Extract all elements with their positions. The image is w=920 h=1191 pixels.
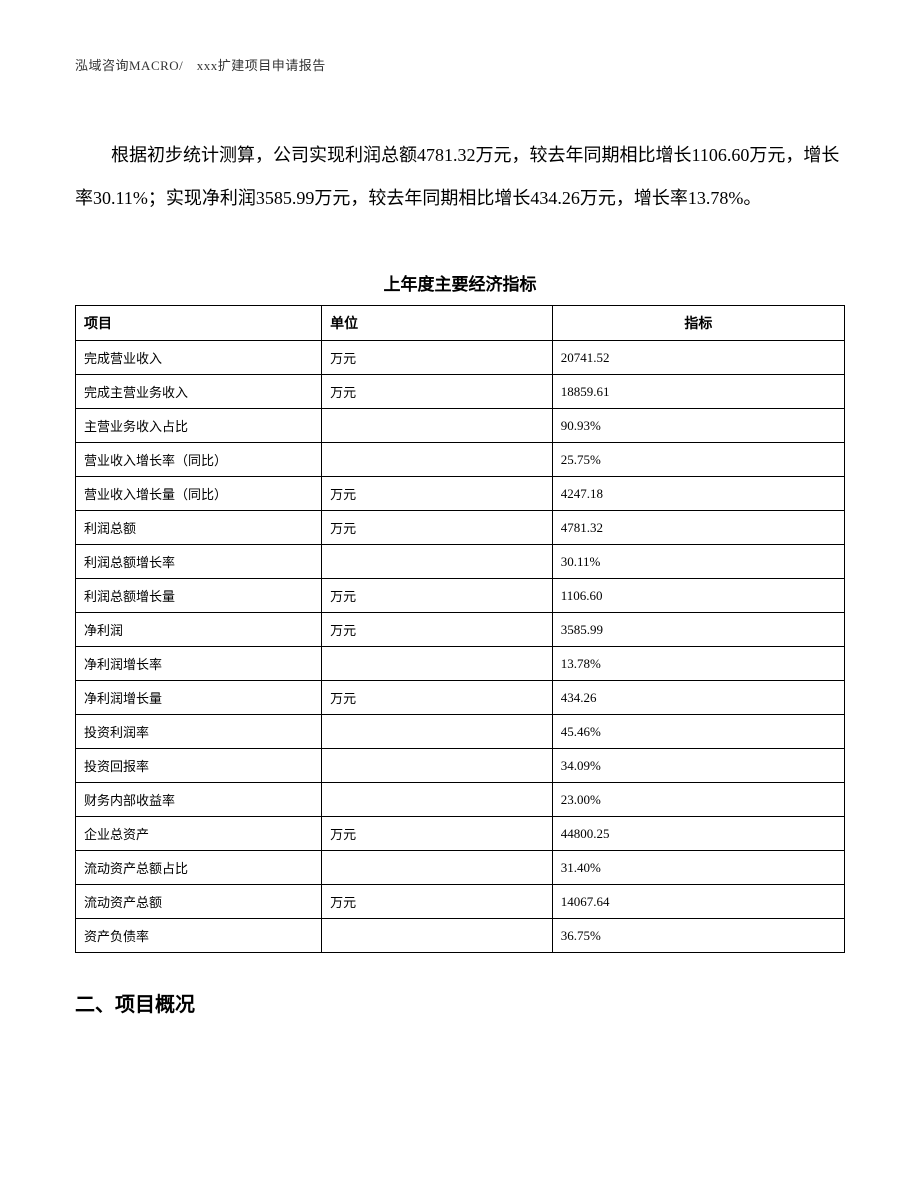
column-header-indicator: 指标 (552, 306, 844, 341)
column-header-unit: 单位 (322, 306, 553, 341)
cell-value: 14067.64 (552, 885, 844, 919)
cell-item: 企业总资产 (76, 817, 322, 851)
cell-value: 30.11% (552, 545, 844, 579)
cell-value: 90.93% (552, 409, 844, 443)
cell-item: 资产负债率 (76, 919, 322, 953)
cell-item: 净利润增长率 (76, 647, 322, 681)
cell-item: 主营业务收入占比 (76, 409, 322, 443)
cell-unit: 万元 (322, 375, 553, 409)
cell-item: 营业收入增长量（同比） (76, 477, 322, 511)
cell-value: 34.09% (552, 749, 844, 783)
cell-item: 投资回报率 (76, 749, 322, 783)
table-body: 完成营业收入 万元 20741.52 完成主营业务收入 万元 18859.61 … (76, 341, 845, 953)
table-row: 完成营业收入 万元 20741.52 (76, 341, 845, 375)
cell-unit (322, 919, 553, 953)
cell-unit: 万元 (322, 681, 553, 715)
cell-value: 1106.60 (552, 579, 844, 613)
cell-item: 流动资产总额 (76, 885, 322, 919)
cell-item: 流动资产总额占比 (76, 851, 322, 885)
cell-unit (322, 545, 553, 579)
cell-unit (322, 409, 553, 443)
cell-value: 3585.99 (552, 613, 844, 647)
cell-item: 净利润增长量 (76, 681, 322, 715)
cell-item: 完成主营业务收入 (76, 375, 322, 409)
table-row: 营业收入增长率（同比） 25.75% (76, 443, 845, 477)
cell-unit (322, 749, 553, 783)
cell-value: 434.26 (552, 681, 844, 715)
cell-unit: 万元 (322, 477, 553, 511)
cell-item: 利润总额增长率 (76, 545, 322, 579)
cell-unit: 万元 (322, 817, 553, 851)
cell-item: 利润总额增长量 (76, 579, 322, 613)
cell-unit (322, 715, 553, 749)
table-row: 主营业务收入占比 90.93% (76, 409, 845, 443)
cell-value: 18859.61 (552, 375, 844, 409)
cell-unit (322, 647, 553, 681)
cell-value: 31.40% (552, 851, 844, 885)
cell-unit: 万元 (322, 341, 553, 375)
cell-item: 完成营业收入 (76, 341, 322, 375)
economic-indicators-table: 项目 单位 指标 完成营业收入 万元 20741.52 完成主营业务收入 万元 … (75, 305, 845, 953)
table-row: 净利润增长率 13.78% (76, 647, 845, 681)
column-header-item: 项目 (76, 306, 322, 341)
table-row: 营业收入增长量（同比） 万元 4247.18 (76, 477, 845, 511)
cell-value: 23.00% (552, 783, 844, 817)
table-row: 投资利润率 45.46% (76, 715, 845, 749)
cell-value: 36.75% (552, 919, 844, 953)
cell-item: 净利润 (76, 613, 322, 647)
cell-item: 营业收入增长率（同比） (76, 443, 322, 477)
cell-item: 利润总额 (76, 511, 322, 545)
cell-item: 投资利润率 (76, 715, 322, 749)
cell-unit: 万元 (322, 613, 553, 647)
table-row: 投资回报率 34.09% (76, 749, 845, 783)
cell-value: 4781.32 (552, 511, 844, 545)
cell-unit: 万元 (322, 885, 553, 919)
section-heading: 二、项目概况 (75, 988, 845, 1017)
cell-value: 25.75% (552, 443, 844, 477)
cell-value: 20741.52 (552, 341, 844, 375)
table-row: 财务内部收益率 23.00% (76, 783, 845, 817)
table-row: 资产负债率 36.75% (76, 919, 845, 953)
table-row: 企业总资产 万元 44800.25 (76, 817, 845, 851)
page-container: 泓域咨询MACRO/ xxx扩建项目申请报告 根据初步统计测算，公司实现利润总额… (0, 0, 920, 1017)
cell-value: 4247.18 (552, 477, 844, 511)
cell-unit (322, 783, 553, 817)
table-row: 净利润增长量 万元 434.26 (76, 681, 845, 715)
table-row: 利润总额 万元 4781.32 (76, 511, 845, 545)
cell-unit (322, 851, 553, 885)
table-row: 利润总额增长率 30.11% (76, 545, 845, 579)
cell-item: 财务内部收益率 (76, 783, 322, 817)
body-paragraph: 根据初步统计测算，公司实现利润总额4781.32万元，较去年同期相比增长1106… (75, 134, 845, 220)
table-row: 净利润 万元 3585.99 (76, 613, 845, 647)
cell-value: 13.78% (552, 647, 844, 681)
table-row: 利润总额增长量 万元 1106.60 (76, 579, 845, 613)
table-row: 流动资产总额占比 31.40% (76, 851, 845, 885)
table-row: 完成主营业务收入 万元 18859.61 (76, 375, 845, 409)
cell-value: 45.46% (552, 715, 844, 749)
table-header-row: 项目 单位 指标 (76, 306, 845, 341)
cell-unit: 万元 (322, 511, 553, 545)
table-row: 流动资产总额 万元 14067.64 (76, 885, 845, 919)
cell-unit: 万元 (322, 579, 553, 613)
page-header: 泓域咨询MACRO/ xxx扩建项目申请报告 (75, 55, 845, 74)
cell-value: 44800.25 (552, 817, 844, 851)
cell-unit (322, 443, 553, 477)
table-title: 上年度主要经济指标 (75, 270, 845, 295)
